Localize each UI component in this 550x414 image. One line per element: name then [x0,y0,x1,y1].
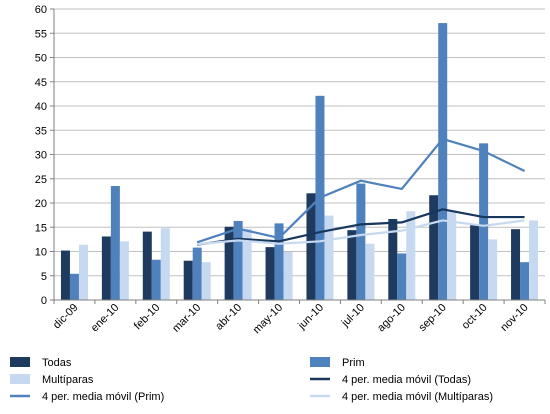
axes [50,8,546,304]
x-tick-labels: dic-09 ene-10 feb-10 mar-10 abr-10 may-10 jun-… [51,302,531,336]
bar-prim [397,253,407,300]
bar-todas [101,236,111,300]
y-tick-label: 20 [35,198,47,210]
bar-mult-paras [201,262,211,300]
legend-item: Prim [310,357,365,369]
legend-item: Multíparas [10,374,94,386]
bar-prim [274,223,284,300]
x-tick-label: may-10 [251,302,285,336]
line-4-per-media-m-vil-prim- [196,137,526,244]
x-tick-label: sep-10 [417,302,449,334]
line-4-per-media-m-vil-todas- [197,208,525,246]
y-tick-label: 35 [35,125,47,137]
x-tick-label: nov-10 [498,302,530,334]
y-tick-label: 40 [35,101,47,113]
legend-item: 4 per. media móvil (Multíparas) [310,391,493,403]
x-tick-label: abr-10 [213,302,244,333]
bar-todas [183,260,193,300]
bar-prim [520,262,530,300]
legend-item: 4 per. media móvil (Todas) [310,374,471,386]
legend-label: 4 per. media móvil (Multíparas) [342,391,493,403]
grid-lines [54,8,545,277]
bar-prim [69,273,79,300]
legend-item: Todas [10,357,72,369]
y-tick-label: 55 [35,28,47,40]
y-tick-label: 50 [35,53,47,65]
y-tick-label: 25 [35,174,47,186]
x-tick-label: mar-10 [170,302,203,335]
legend-label: 4 per. media móvil (Prim) [42,391,164,403]
bar-todas [470,224,480,300]
bar-todas [347,230,357,300]
y-tick-label: 45 [35,77,47,89]
bar-prim [233,220,243,300]
bar-mult-paras [406,211,416,300]
line-4-per-media-m-vil-mult-paras- [197,219,525,246]
x-tick-label: ago-10 [375,302,408,335]
bar-mult-paras [447,211,457,300]
legend-item: 4 per. media móvil (Prim) [10,391,164,403]
bar-prim [479,143,489,300]
bar-mult-paras [160,228,170,300]
bar-prim [438,23,448,300]
bar-mult-paras [365,243,375,300]
bars [60,23,539,300]
bar-todas [224,226,234,300]
bar-todas [429,195,439,300]
x-tick-label: feb-10 [132,302,163,333]
bar-mult-paras [242,228,252,300]
legend: Todas Prim Multíparas 4 per. media móvil (T… [10,357,493,403]
bar-prim [151,259,161,300]
bar-todas [142,231,152,300]
legend-swatch [10,357,30,367]
x-tick-label: oct-10 [460,302,490,332]
bar-todas [265,247,275,300]
y-tick-label: 0 [41,295,47,307]
x-tick-label: jul-10 [339,302,367,330]
bar-todas [306,193,316,300]
bar-mult-paras [119,241,129,300]
y-tick-label: 30 [35,150,47,162]
bar-mult-paras [283,251,293,300]
x-tick-label: jun-10 [295,302,326,333]
y-tick-label: 10 [35,247,47,259]
y-tick-label: 15 [35,222,47,234]
bar-todas [388,219,398,300]
bar-todas [60,250,70,300]
legend-swatch [310,357,330,367]
legend-label: Prim [342,357,365,369]
bar-prim [356,183,366,300]
bar-mult-paras [78,244,88,300]
legend-label: 4 per. media móvil (Todas) [342,374,471,386]
bar-prim [192,247,202,300]
bar-mult-paras [488,239,498,300]
legend-swatch [10,374,30,384]
y-tick-label: 5 [41,271,47,283]
moving-average-lines [196,137,526,246]
x-tick-label: ene-10 [89,302,122,335]
bar-todas [511,229,521,300]
legend-label: Multíparas [42,374,94,386]
y-tick-labels: 0 5 10 15 20 25 30 35 40 45 50 55 60 [35,4,47,307]
bar-prim [110,186,120,300]
legend-label: Todas [42,357,72,369]
bar-mult-paras [324,215,334,300]
y-tick-label: 60 [35,4,47,16]
x-tick-label: dic-09 [51,302,81,332]
bar-mult-paras [529,220,539,300]
